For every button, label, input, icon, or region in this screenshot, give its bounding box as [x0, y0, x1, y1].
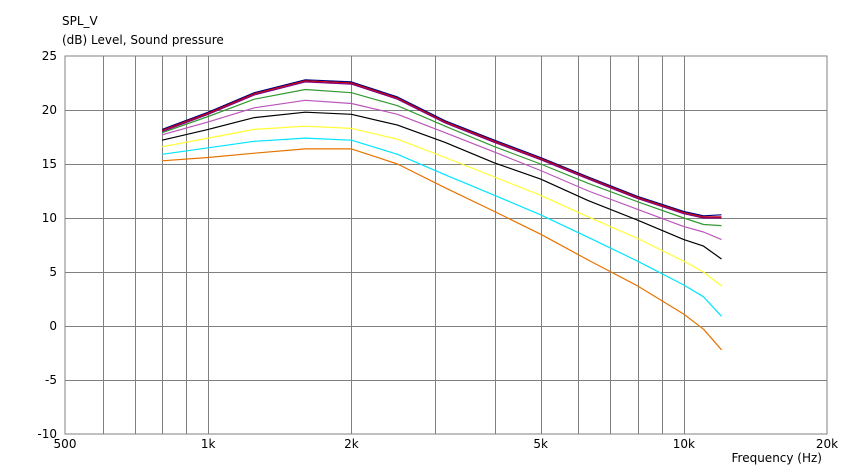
x-axis-label: Frequency (Hz)	[732, 451, 823, 465]
series-line-8	[162, 137, 722, 317]
grid	[65, 56, 827, 434]
y-tick-labels: 25 20 15 10 5 0 -5 -10	[37, 49, 57, 441]
series-line-2	[161, 80, 722, 218]
series-lines	[161, 79, 722, 351]
x-tick-label: 20k	[816, 437, 838, 451]
series-line-4	[161, 88, 722, 227]
y-tick-label: -10	[37, 427, 57, 441]
y-tick-label: 15	[42, 157, 57, 171]
x-tick-label: 1k	[201, 437, 216, 451]
series-line-1	[161, 79, 722, 217]
y-tick-label: 10	[42, 211, 57, 225]
y-axis-label: (dB) Level, Sound pressure	[62, 33, 224, 47]
plot-area	[64, 55, 828, 435]
x-tick-label: 10k	[673, 437, 695, 451]
series-line-3	[161, 81, 722, 219]
y-tick-label: 25	[42, 49, 57, 63]
y-tick-label: 0	[49, 319, 57, 333]
series-line-5	[161, 99, 722, 241]
x-tick-labels: 500 1k 2k 5k 10k 20k	[54, 437, 839, 451]
x-tick-label: 500	[54, 437, 77, 451]
y-tick-label: 20	[42, 103, 57, 117]
x-tick-label: 5k	[533, 437, 548, 451]
series-line-6	[161, 111, 722, 260]
series-line-9	[162, 148, 722, 351]
chart-title: SPL_V	[62, 14, 99, 28]
series-line-7	[161, 125, 722, 287]
x-tick-label: 2k	[344, 437, 359, 451]
y-tick-label: -5	[45, 373, 57, 387]
y-tick-label: 5	[49, 265, 57, 279]
